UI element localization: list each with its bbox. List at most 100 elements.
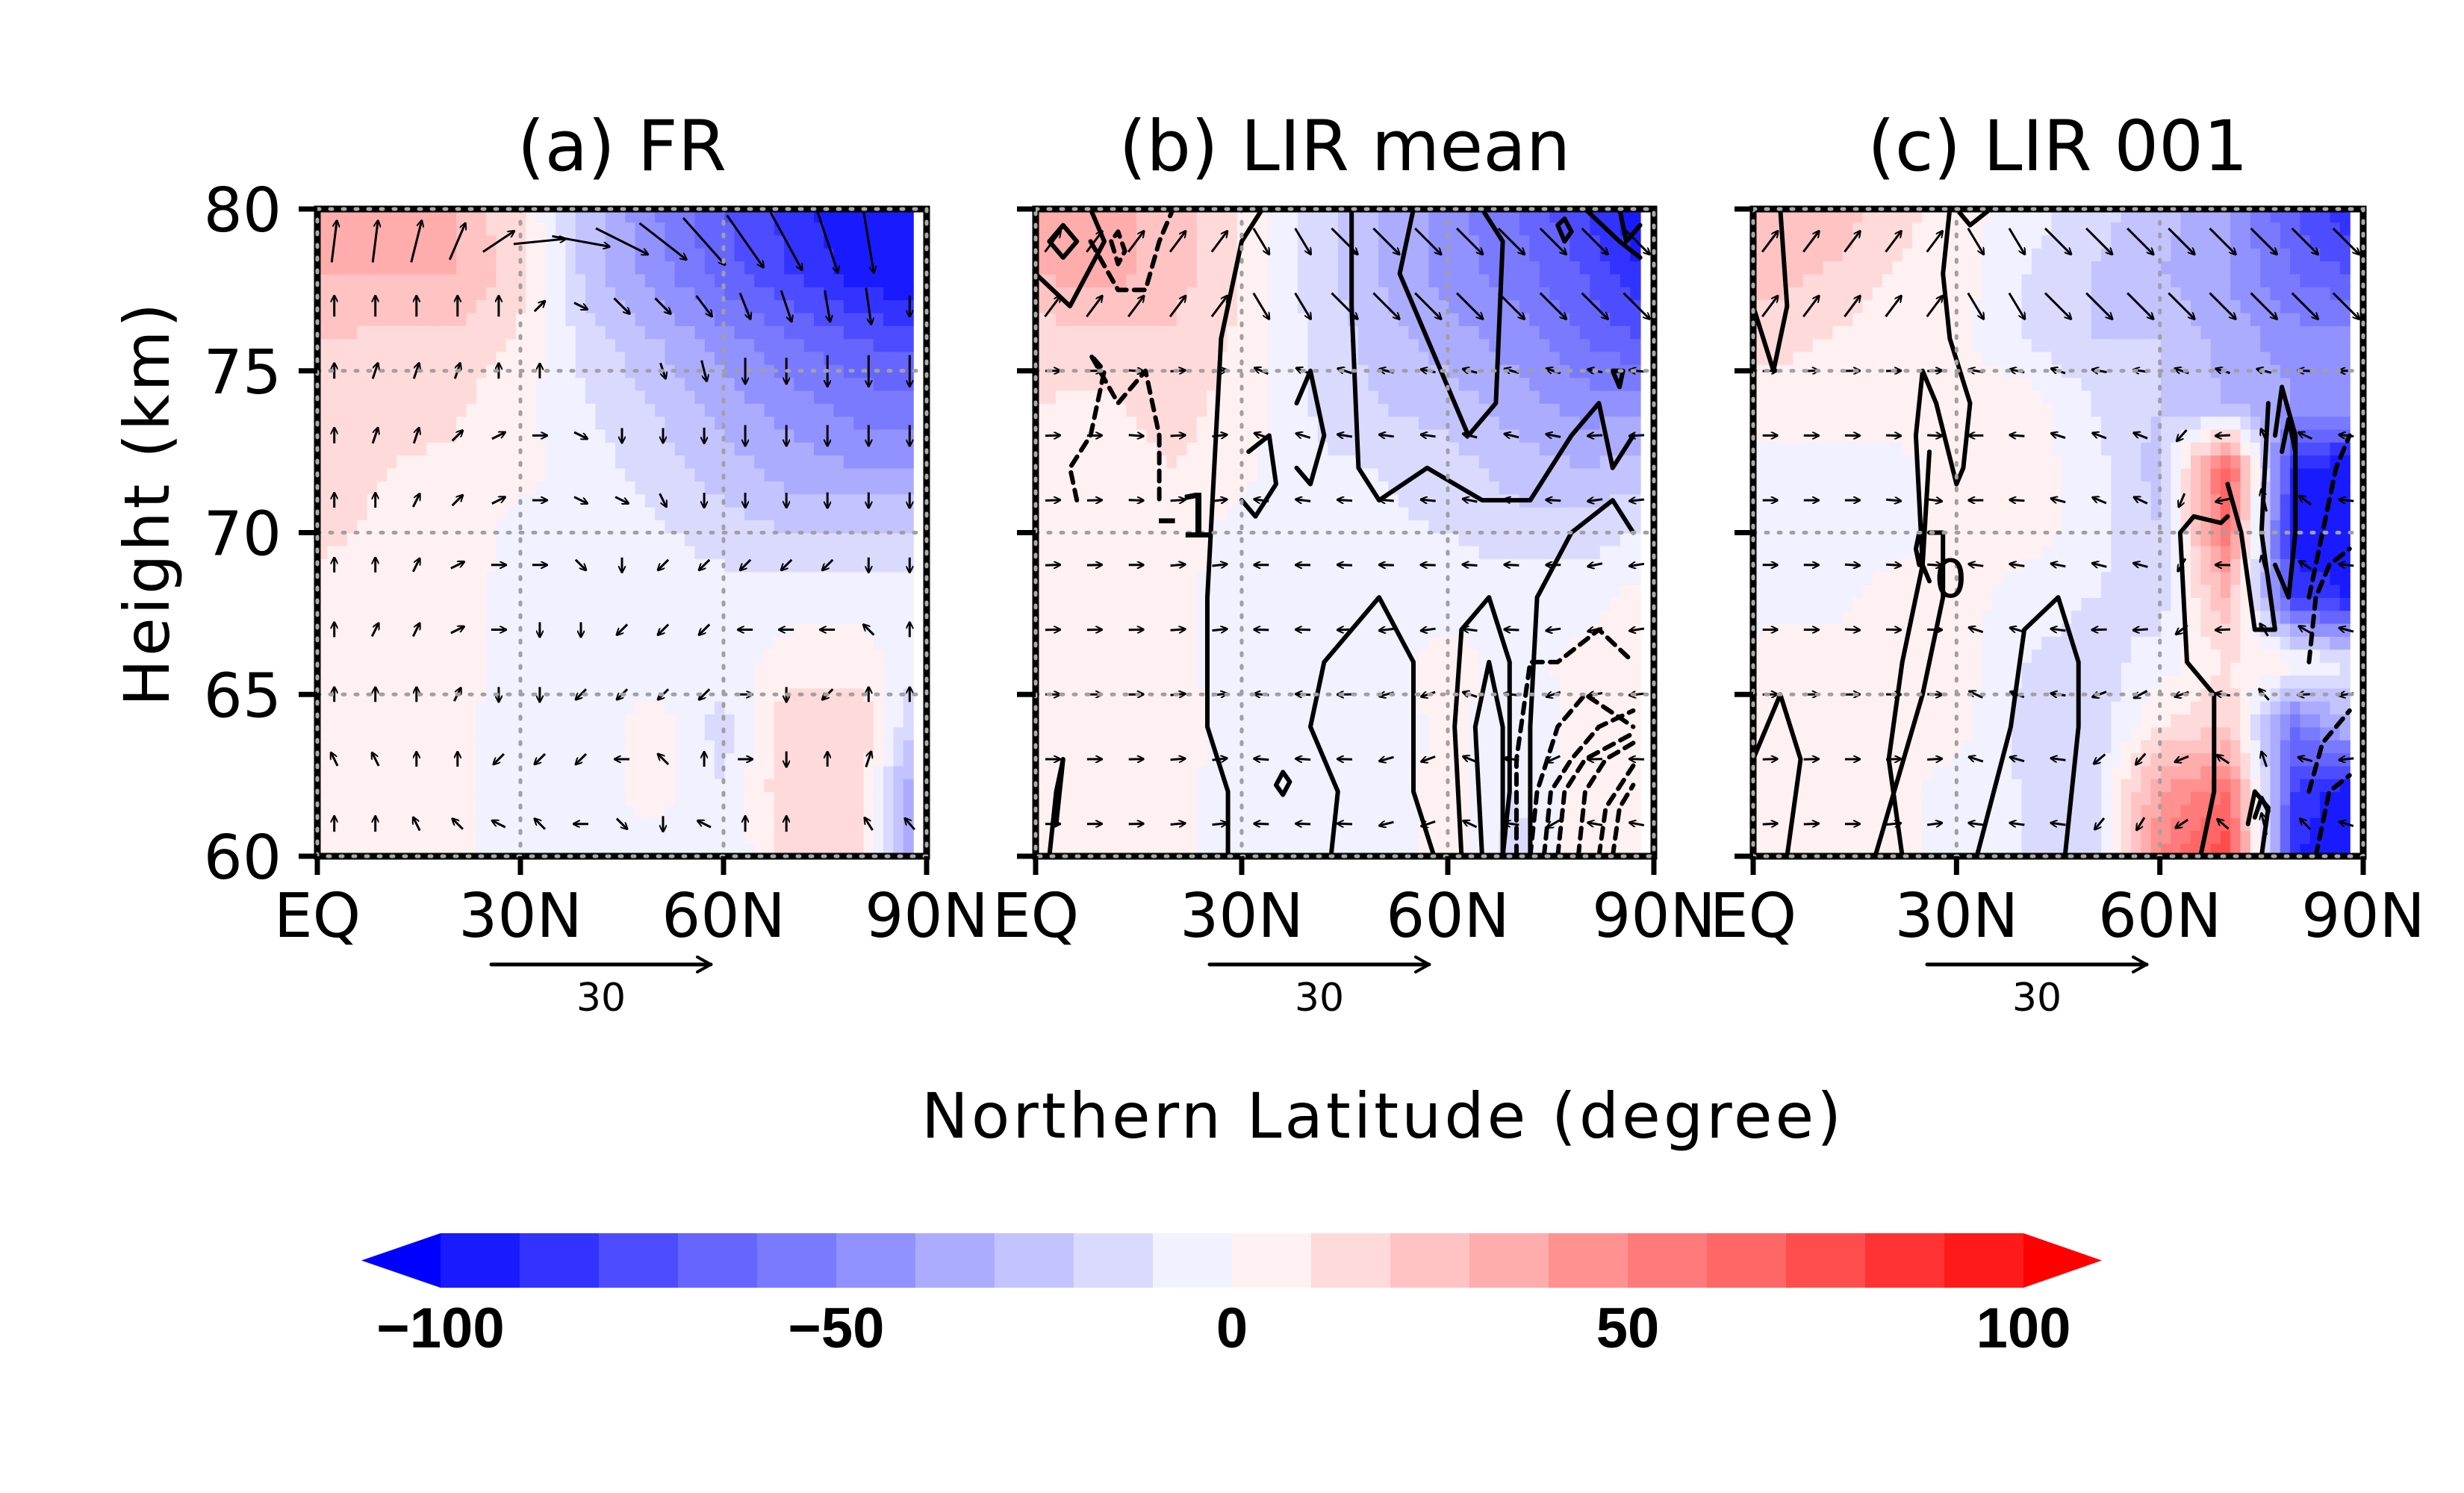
- shade-cell: [556, 584, 567, 598]
- shade-cell: [446, 467, 457, 481]
- shade-cell: [545, 467, 556, 481]
- shade-cell: [1166, 675, 1177, 689]
- shade-cell: [1166, 765, 1177, 779]
- shade-cell: [357, 455, 368, 469]
- shade-cell: [417, 700, 428, 714]
- shade-cell: [724, 739, 735, 753]
- shade-cell: [853, 688, 865, 702]
- shade-cell: [565, 351, 576, 365]
- shade-cell: [1307, 610, 1319, 624]
- shade-cell: [396, 830, 408, 844]
- shade-cell: [803, 506, 815, 520]
- shade-cell: [1509, 610, 1520, 624]
- shade-cell: [387, 558, 398, 573]
- wind-vector: [822, 558, 834, 570]
- shade-cell: [853, 636, 865, 650]
- shade-cell: [784, 520, 795, 534]
- shade-cell: [1065, 817, 1077, 832]
- shade-cell: [1076, 714, 1087, 728]
- shade-cell: [1196, 804, 1208, 818]
- shade-cell: [417, 545, 428, 559]
- wind-vector: [658, 754, 670, 766]
- shade-cell: [715, 234, 726, 249]
- shade-cell: [476, 765, 487, 779]
- shade-cell: [1398, 493, 1410, 508]
- shade-cell: [535, 779, 547, 793]
- shade-cell: [814, 791, 825, 805]
- shade-cell: [685, 584, 696, 598]
- shade-cell: [644, 700, 656, 714]
- shade-cell: [1579, 545, 1591, 559]
- shade-cell: [426, 416, 438, 430]
- shade-cell: [1257, 714, 1269, 728]
- shade-cell: [1337, 675, 1349, 689]
- shade-cell: [873, 273, 884, 287]
- shade-cell: [734, 299, 745, 314]
- shade-cell: [1428, 817, 1440, 832]
- wind-vector: [613, 297, 630, 314]
- shade-cell: [1176, 610, 1188, 624]
- shade-cell: [873, 791, 884, 805]
- shade-cell: [774, 455, 785, 469]
- shade-cell: [1469, 830, 1480, 844]
- shade-cell: [1368, 700, 1379, 714]
- shade-cell: [734, 455, 745, 469]
- shade-cell: [387, 234, 398, 249]
- shade-cell: [1076, 675, 1087, 689]
- shade-cell: [1096, 545, 1107, 559]
- shade-cell: [337, 584, 348, 598]
- shade-cell: [1337, 520, 1349, 534]
- shade-cell: [1176, 532, 1188, 546]
- shade-cell: [496, 403, 507, 417]
- shade-cell: [665, 338, 676, 352]
- shade-cell: [1297, 791, 1309, 805]
- shade-cell: [505, 467, 517, 481]
- shade-cell: [635, 779, 646, 793]
- shade-cell: [824, 765, 835, 779]
- shade-cell: [1166, 520, 1177, 534]
- shade-cell: [665, 739, 676, 753]
- shade-cell: [824, 261, 835, 275]
- shade-cell: [1096, 532, 1107, 546]
- shade-cell: [903, 779, 914, 793]
- shade-cell: [1348, 558, 1359, 573]
- shade-cell: [417, 739, 428, 753]
- shade-cell: [526, 481, 537, 495]
- shade-cell: [764, 364, 775, 378]
- shade-cell: [426, 649, 438, 663]
- shade-cell: [346, 390, 358, 404]
- shade-cell: [674, 261, 685, 275]
- shade-cell: [486, 442, 497, 456]
- shade-cell: [685, 714, 696, 728]
- shade-cell: [1065, 584, 1077, 598]
- shade-cell: [346, 222, 358, 236]
- shade-cell: [724, 287, 735, 301]
- shade-cell: [1337, 532, 1349, 546]
- shade-cell: [556, 804, 567, 818]
- shade-cell: [396, 584, 408, 598]
- shade-cell: [724, 312, 735, 326]
- shade-cell: [337, 455, 348, 469]
- shade-cell: [1297, 532, 1309, 546]
- shade-cell: [327, 481, 338, 495]
- shade-cell: [327, 506, 338, 520]
- shade-cell: [1065, 571, 1077, 585]
- shade-cell: [337, 765, 348, 779]
- shade-cell: [535, 623, 547, 637]
- shade-cell: [734, 377, 745, 391]
- shade-cell: [1478, 726, 1490, 741]
- shade-cell: [794, 338, 805, 352]
- shade-cell: [1096, 467, 1107, 481]
- shade-cell: [665, 661, 676, 676]
- shade-cell: [595, 325, 606, 340]
- shade-cell: [893, 571, 904, 585]
- shade-cell: [1186, 700, 1198, 714]
- shade-cell: [556, 700, 567, 714]
- shade-cell: [406, 571, 417, 585]
- shade-cell: [1157, 700, 1168, 714]
- shade-cell: [665, 597, 676, 611]
- shade-cell: [396, 675, 408, 689]
- shade-cell: [1076, 467, 1087, 481]
- shade-cell: [893, 312, 904, 326]
- shade-cell: [1458, 700, 1470, 714]
